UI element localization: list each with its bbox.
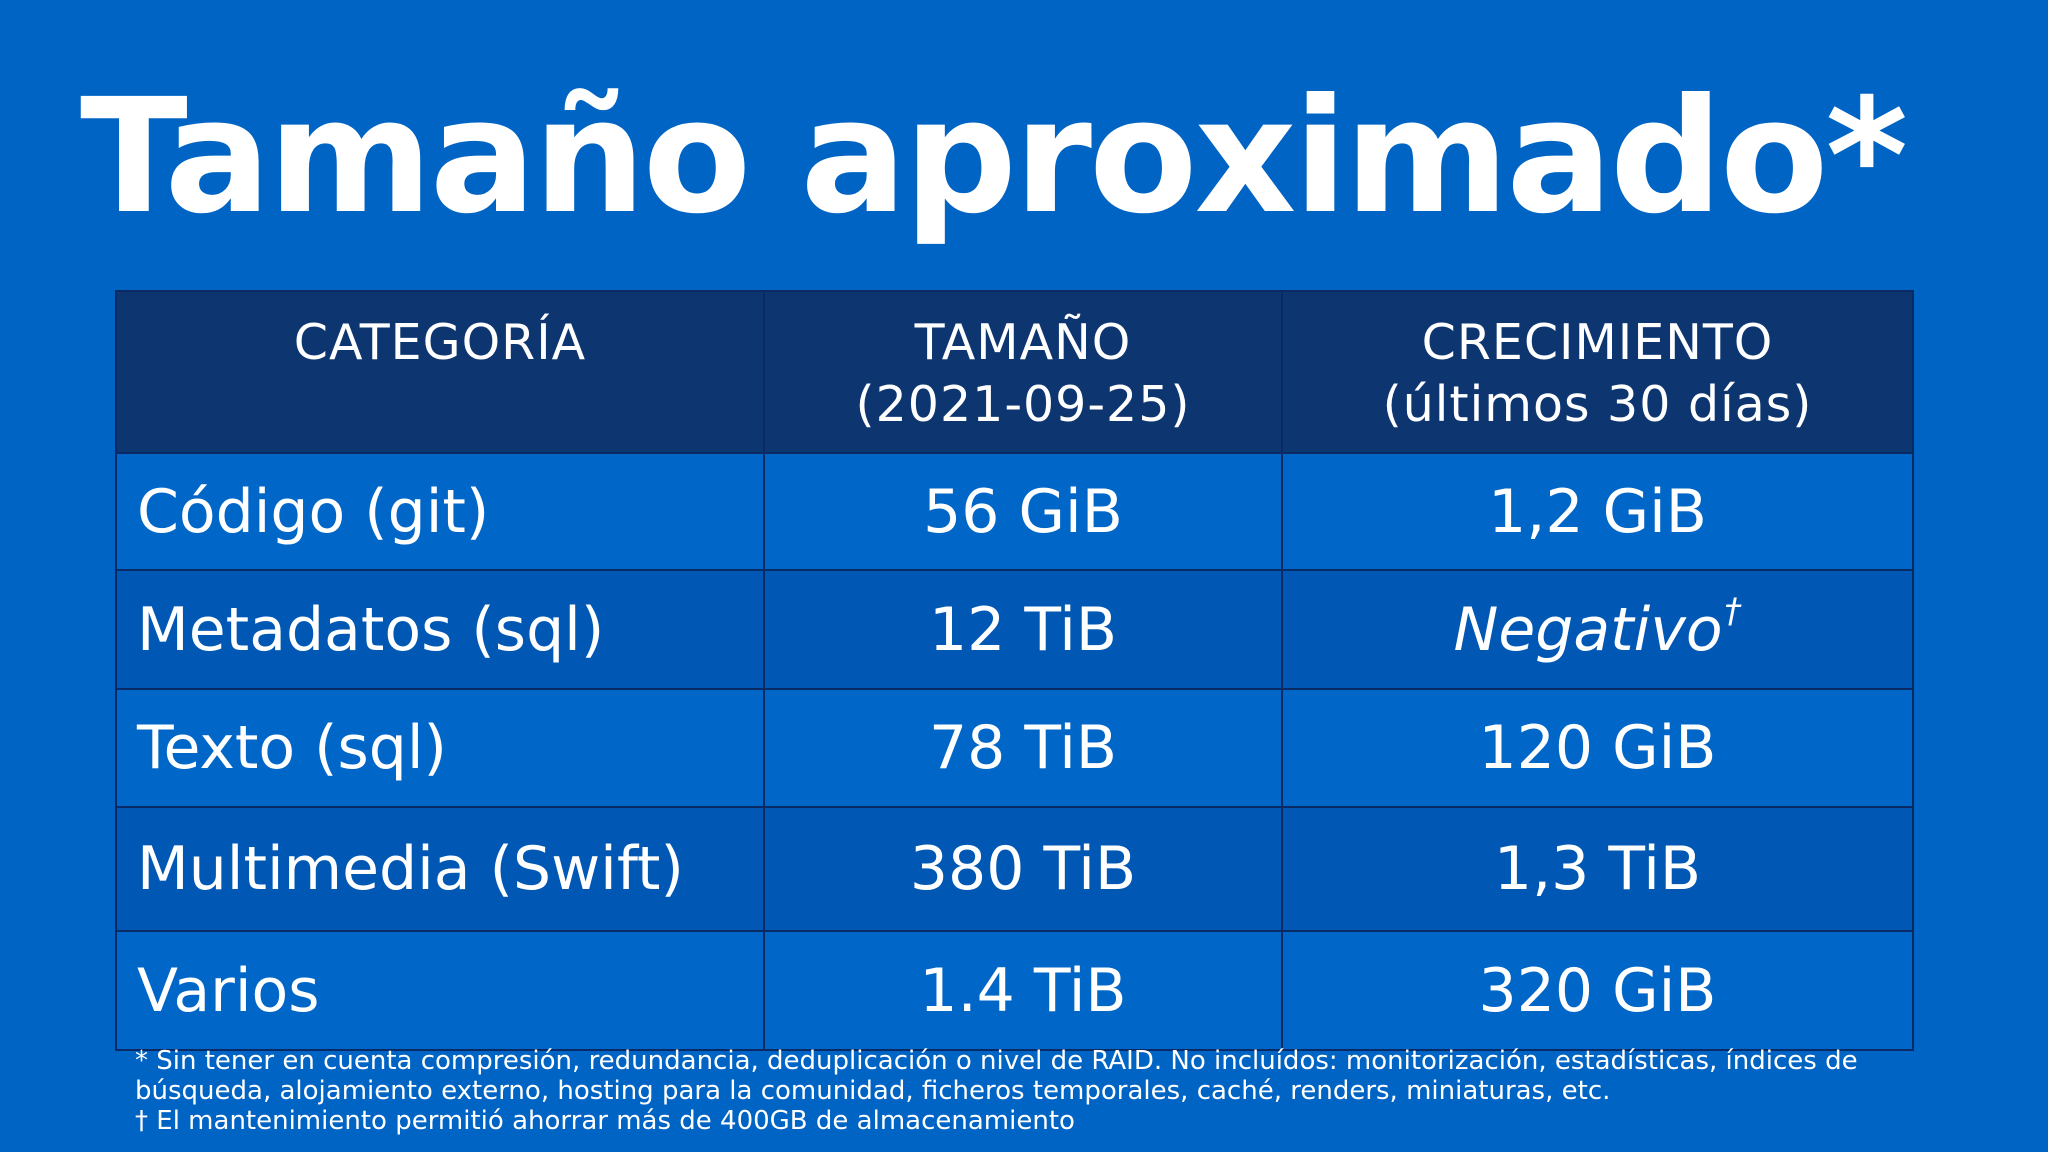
footnote-asterisk-line1: * Sin tener en cuenta compresión, redund…: [135, 1046, 1858, 1076]
header-category: CATEGORÍA: [115, 290, 765, 454]
size-cell: 56 GiB: [763, 452, 1283, 571]
size-cell: 1.4 TiB: [763, 930, 1283, 1051]
growth-cell: 1,3 TiB: [1281, 806, 1914, 932]
header-size-date: (2021-09-25): [855, 376, 1191, 433]
table-row: Código (git) 56 GiB 1,2 GiB: [115, 452, 1914, 571]
size-cell: 12 TiB: [763, 569, 1283, 690]
slide-title: Tamaño aproximado*: [80, 65, 1908, 249]
growth-cell: Negativo†: [1281, 569, 1914, 690]
table-row: Metadatos (sql) 12 TiB Negativo†: [115, 569, 1914, 690]
growth-cell: 1,2 GiB: [1281, 452, 1914, 571]
category-cell: Metadatos (sql): [115, 569, 765, 690]
header-growth-period: (últimos 30 días): [1382, 376, 1813, 433]
growth-cell: 120 GiB: [1281, 688, 1914, 808]
header-category-label: CATEGORÍA: [293, 314, 587, 371]
header-size: TAMAÑO (2021-09-25): [763, 290, 1283, 454]
growth-cell: 320 GiB: [1281, 930, 1914, 1051]
header-growth: CRECIMIENTO (últimos 30 días): [1281, 290, 1914, 454]
category-cell: Multimedia (Swift): [115, 806, 765, 932]
footnote-dagger: † El mantenimiento permitió ahorrar más …: [135, 1106, 1075, 1136]
category-cell: Código (git): [115, 452, 765, 571]
table-row: Multimedia (Swift) 380 TiB 1,3 TiB: [115, 806, 1914, 932]
table-header-row: CATEGORÍA TAMAÑO (2021-09-25) CRECIMIENT…: [115, 290, 1914, 454]
size-table: CATEGORÍA TAMAÑO (2021-09-25) CRECIMIENT…: [115, 290, 1914, 1051]
header-size-label: TAMAÑO: [914, 314, 1132, 371]
header-growth-label: CRECIMIENTO: [1421, 314, 1774, 371]
footnotes: * Sin tener en cuenta compresión, redund…: [135, 1046, 1915, 1136]
table-row: Varios 1.4 TiB 320 GiB: [115, 930, 1914, 1051]
size-cell: 380 TiB: [763, 806, 1283, 932]
growth-value: Negativo: [1453, 594, 1723, 665]
footnote-asterisk-line2: búsqueda, alojamiento externo, hosting p…: [135, 1076, 1611, 1106]
category-cell: Texto (sql): [115, 688, 765, 808]
category-cell: Varios: [115, 930, 765, 1051]
dagger-mark: †: [1724, 590, 1742, 631]
table-row: Texto (sql) 78 TiB 120 GiB: [115, 688, 1914, 808]
size-cell: 78 TiB: [763, 688, 1283, 808]
